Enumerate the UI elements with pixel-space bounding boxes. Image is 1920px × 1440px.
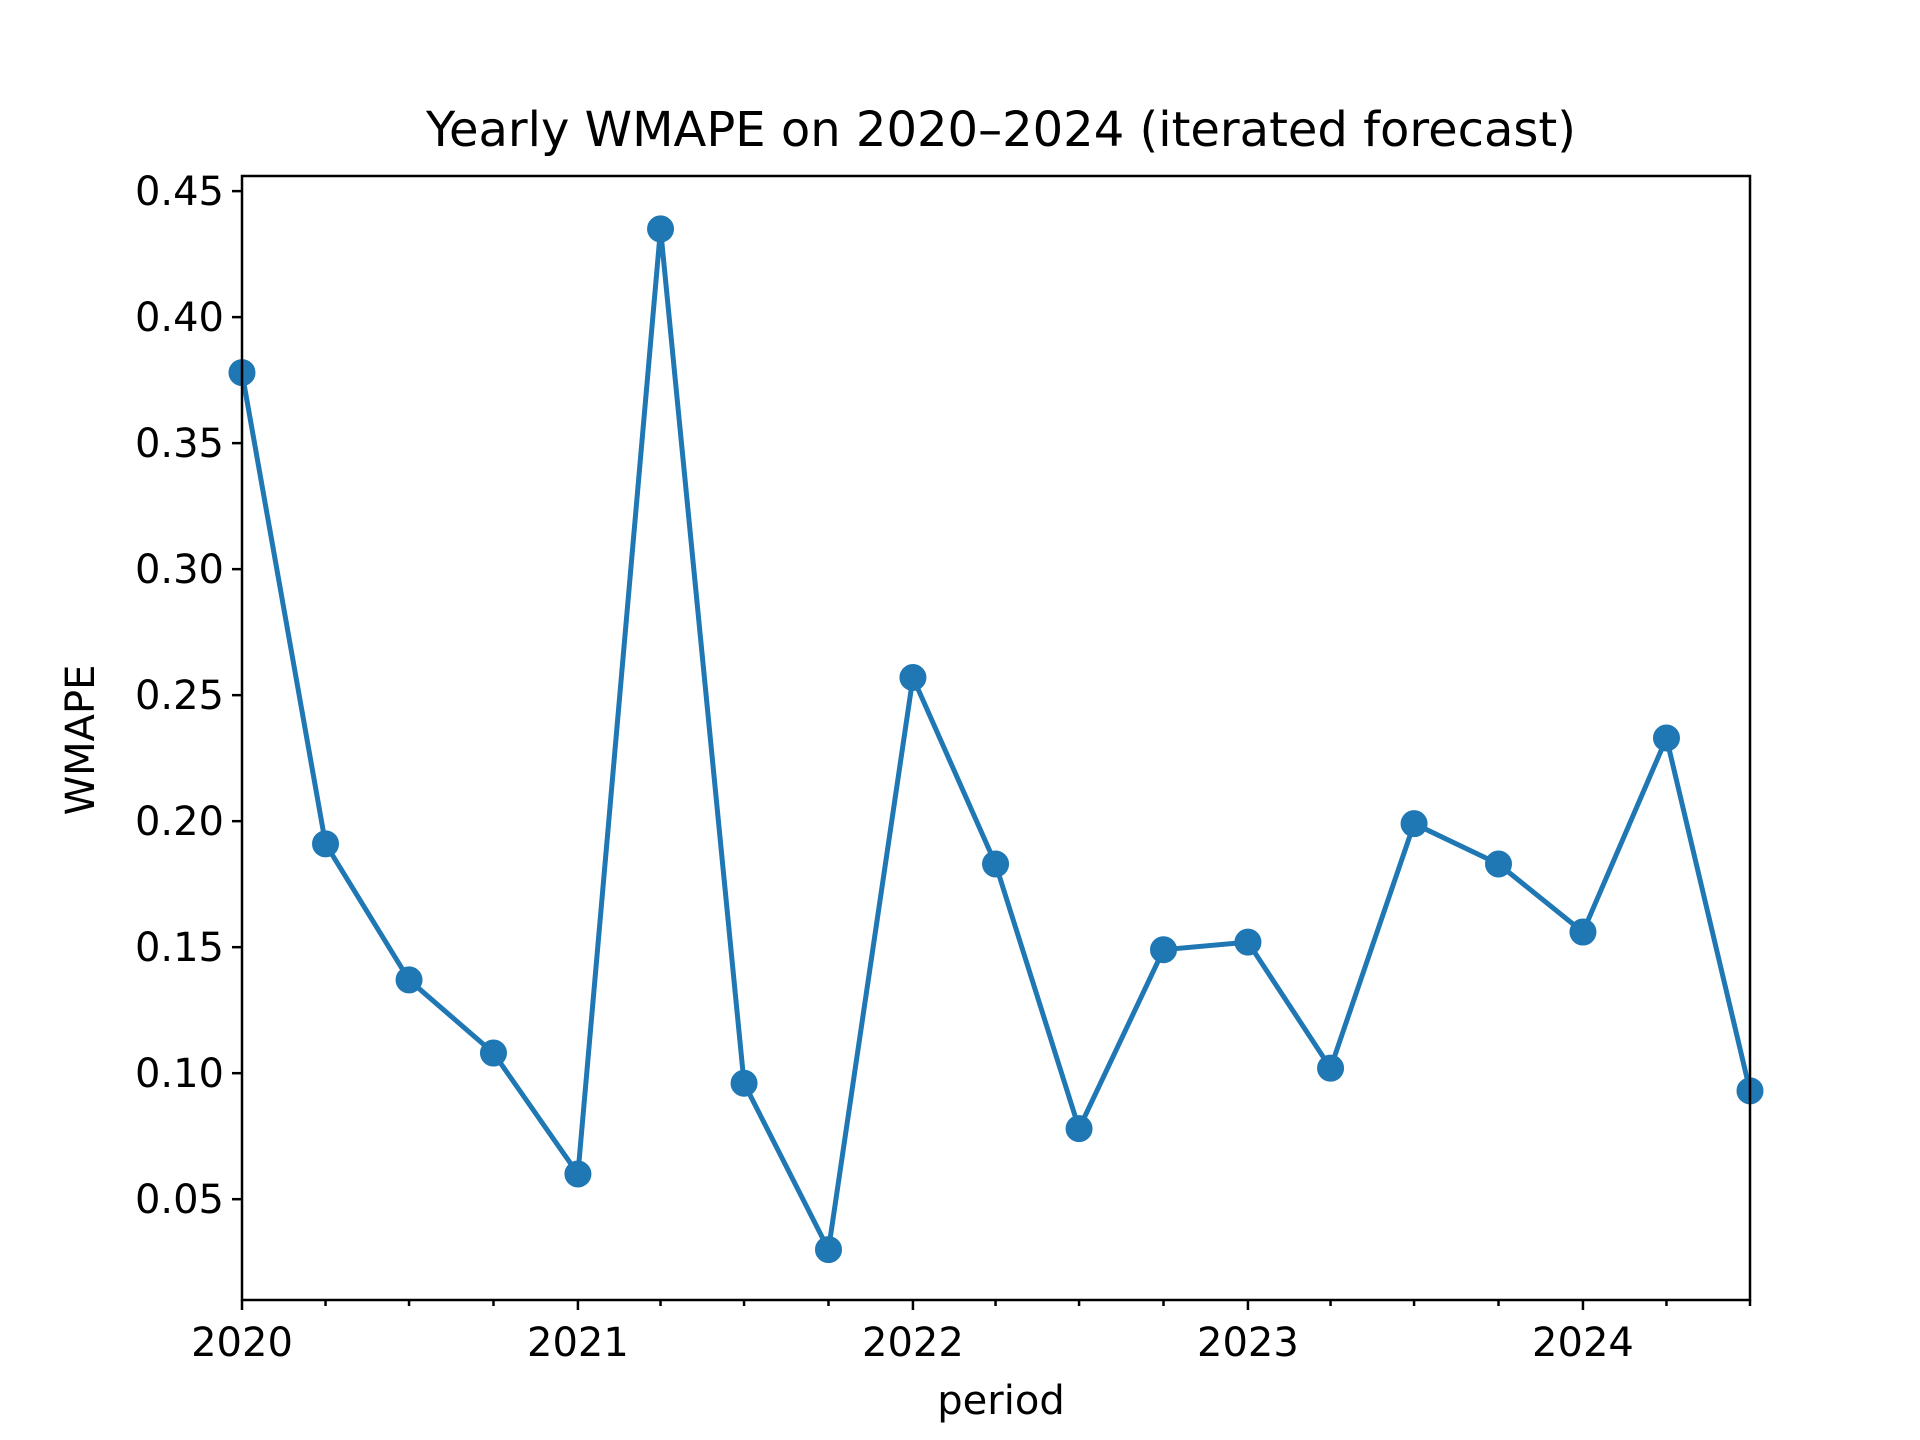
data-point — [1485, 850, 1513, 878]
data-point — [395, 966, 423, 994]
markers-layer — [228, 215, 1764, 1264]
data-point — [479, 1039, 507, 1067]
data-point — [1234, 928, 1262, 956]
x-tick-label: 2023 — [1197, 1320, 1299, 1366]
x-tick-label: 2021 — [527, 1320, 629, 1366]
ticks-layer: 0.05 0.10 0.15 0.20 0.25 0.30 0.35 0.40 0.45 2020… — [135, 169, 1752, 1366]
y-axis-label: WMAPE — [58, 665, 104, 816]
y-tick-label: 0.05 — [135, 1177, 224, 1223]
y-tick-label: 0.35 — [135, 421, 224, 467]
series-line — [239, 226, 1753, 1253]
y-tick-label: 0.25 — [135, 673, 224, 719]
x-tick-label: 2024 — [1532, 1320, 1634, 1366]
x-tick-label: 2022 — [862, 1320, 964, 1366]
y-tick-label: 0.40 — [135, 295, 224, 341]
data-point — [1652, 724, 1680, 752]
data-point — [1400, 810, 1428, 838]
y-tick-label: 0.15 — [135, 925, 224, 971]
data-point — [730, 1069, 758, 1097]
x-tick-label: 2020 — [191, 1320, 293, 1366]
data-point — [1317, 1054, 1345, 1082]
y-tick-label: 0.10 — [135, 1051, 224, 1097]
data-point — [814, 1236, 842, 1264]
data-point — [564, 1160, 592, 1188]
y-tick-label: 0.45 — [135, 169, 224, 215]
chart-title: Yearly WMAPE on 2020–2024 (iterated fore… — [425, 102, 1576, 158]
y-tick-label: 0.30 — [135, 547, 224, 593]
data-point — [647, 215, 675, 243]
data-point — [1569, 918, 1597, 946]
data-point — [899, 664, 927, 692]
data-point — [1150, 936, 1178, 964]
data-point — [312, 830, 340, 858]
data-point — [982, 850, 1010, 878]
data-point — [1065, 1115, 1093, 1143]
plot-frame — [240, 174, 1752, 1302]
y-tick-label: 0.20 — [135, 799, 224, 845]
x-axis-label: period — [937, 1378, 1064, 1424]
